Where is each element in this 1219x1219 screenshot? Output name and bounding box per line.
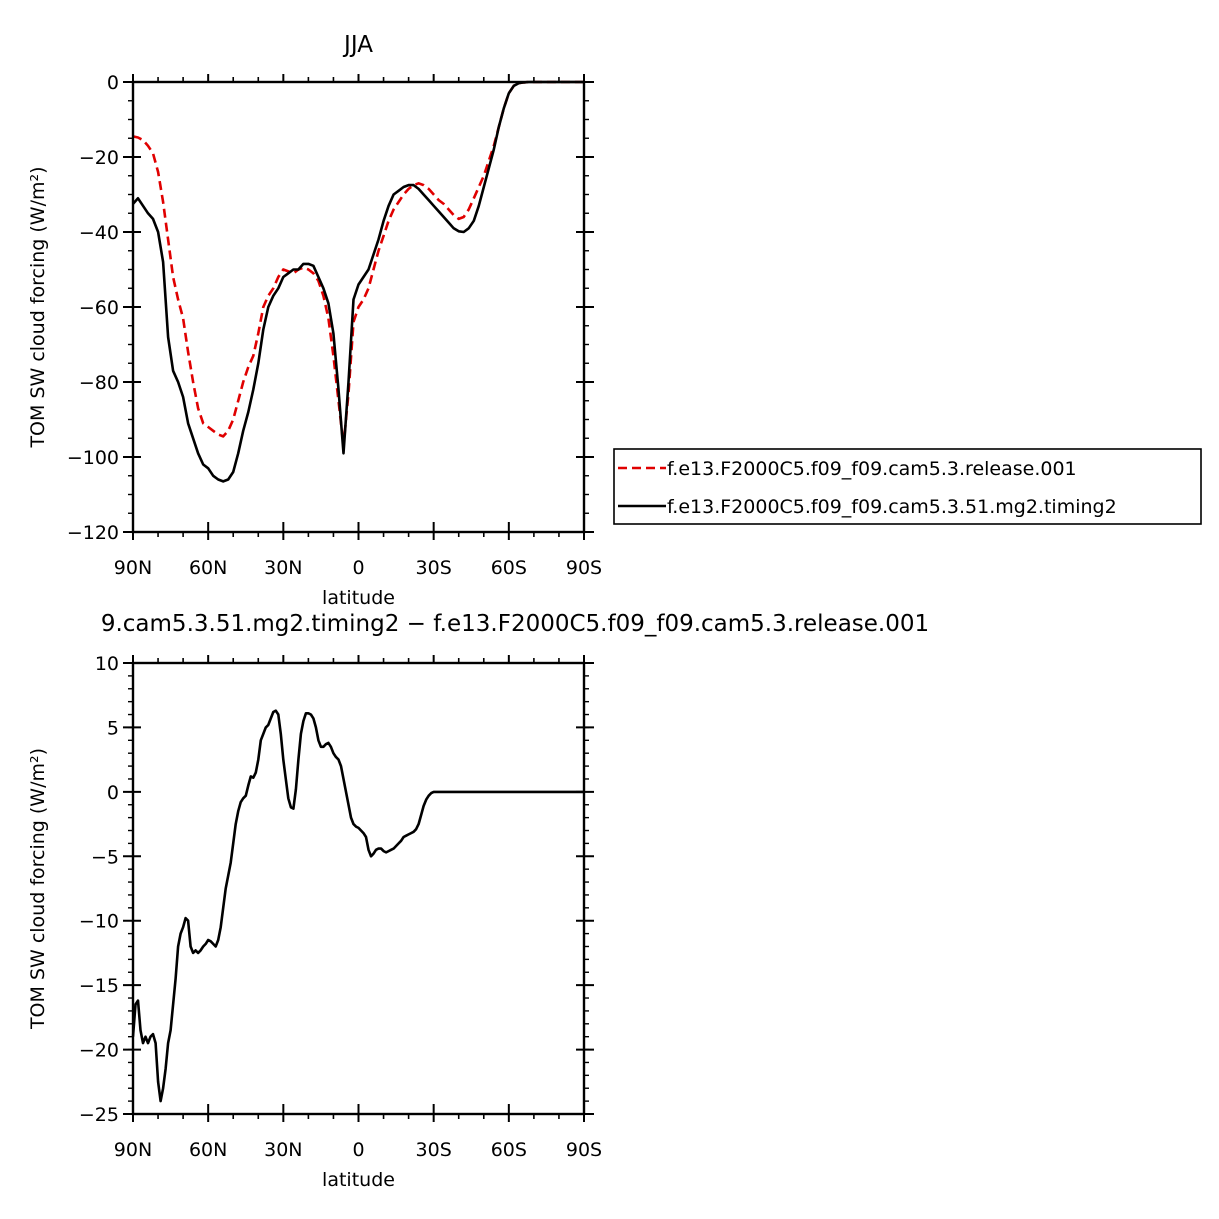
y-tick-label: −40 <box>79 222 119 244</box>
x-tick-label: 30N <box>264 557 302 579</box>
bottom-panel: 90N 60N 30N 0 30S 60S 90S 10 5 0 −5 −10 −15 −20 −25 9.c… <box>27 611 929 1191</box>
y-tick-label: −5 <box>91 846 119 868</box>
y-tick-label: 10 <box>95 653 119 675</box>
x-tick-label: 60S <box>491 1139 527 1161</box>
chart-title: 9.cam5.3.51.mg2.timing2 − f.e13.F2000C5.… <box>101 611 929 637</box>
y-axis-label: TOM SW cloud forcing (W/m²) <box>27 166 49 448</box>
x-tick-label: 30N <box>264 1139 302 1161</box>
x-axis-label: latitude <box>322 587 395 609</box>
plot-frame <box>131 661 586 1116</box>
y-tick-label: −25 <box>79 1104 119 1126</box>
x-tick-label: 0 <box>352 557 364 579</box>
y-tick-label: −60 <box>79 297 119 319</box>
x-tick-label: 60N <box>189 557 227 579</box>
top-panel: 90N 60N 30N 0 30S 60S 90S 0 −20 −40 −60 −80 −100 −120… <box>27 32 602 609</box>
x-tick-label: 90N <box>114 1139 152 1161</box>
y-tick-label: −80 <box>79 372 119 394</box>
x-tick-label: 30S <box>416 557 452 579</box>
legend-entry: f.e13.F2000C5.f09_f09.cam5.3.51.mg2.timi… <box>667 496 1117 518</box>
y-tick-label: 0 <box>107 72 119 94</box>
x-tick-label: 60N <box>189 1139 227 1161</box>
y-tick-label: −20 <box>79 1040 119 1062</box>
y-tick-label: 0 <box>107 782 119 804</box>
series-line-timing2 <box>131 709 584 1103</box>
y-tick-label: −120 <box>67 522 119 544</box>
chart-title: JJA <box>342 32 373 58</box>
legend-box <box>613 448 1202 525</box>
series-line-release <box>132 80 584 448</box>
series-line-timing2 <box>132 80 584 483</box>
y-tick-label: −20 <box>79 147 119 169</box>
x-tick-label: 90N <box>114 557 152 579</box>
x-tick-label: 30S <box>416 1139 452 1161</box>
y-tick-label: 5 <box>107 717 119 739</box>
legend-entry: f.e13.F2000C5.f09_f09.cam5.3.release.001 <box>667 458 1077 480</box>
x-tick-label: 90S <box>566 557 602 579</box>
x-tick-label: 60S <box>491 557 527 579</box>
y-axis-label: TOM SW cloud forcing (W/m²) <box>27 748 49 1030</box>
y-tick-label: −100 <box>67 447 119 469</box>
y-tick-label: −10 <box>79 911 119 933</box>
x-tick-label: 90S <box>566 1139 602 1161</box>
x-tick-label: 0 <box>352 1139 364 1161</box>
x-axis-label: latitude <box>322 1169 395 1191</box>
legend: f.e13.F2000C5.f09_f09.cam5.3.release.001… <box>613 448 1202 525</box>
y-tick-label: −15 <box>79 975 119 997</box>
